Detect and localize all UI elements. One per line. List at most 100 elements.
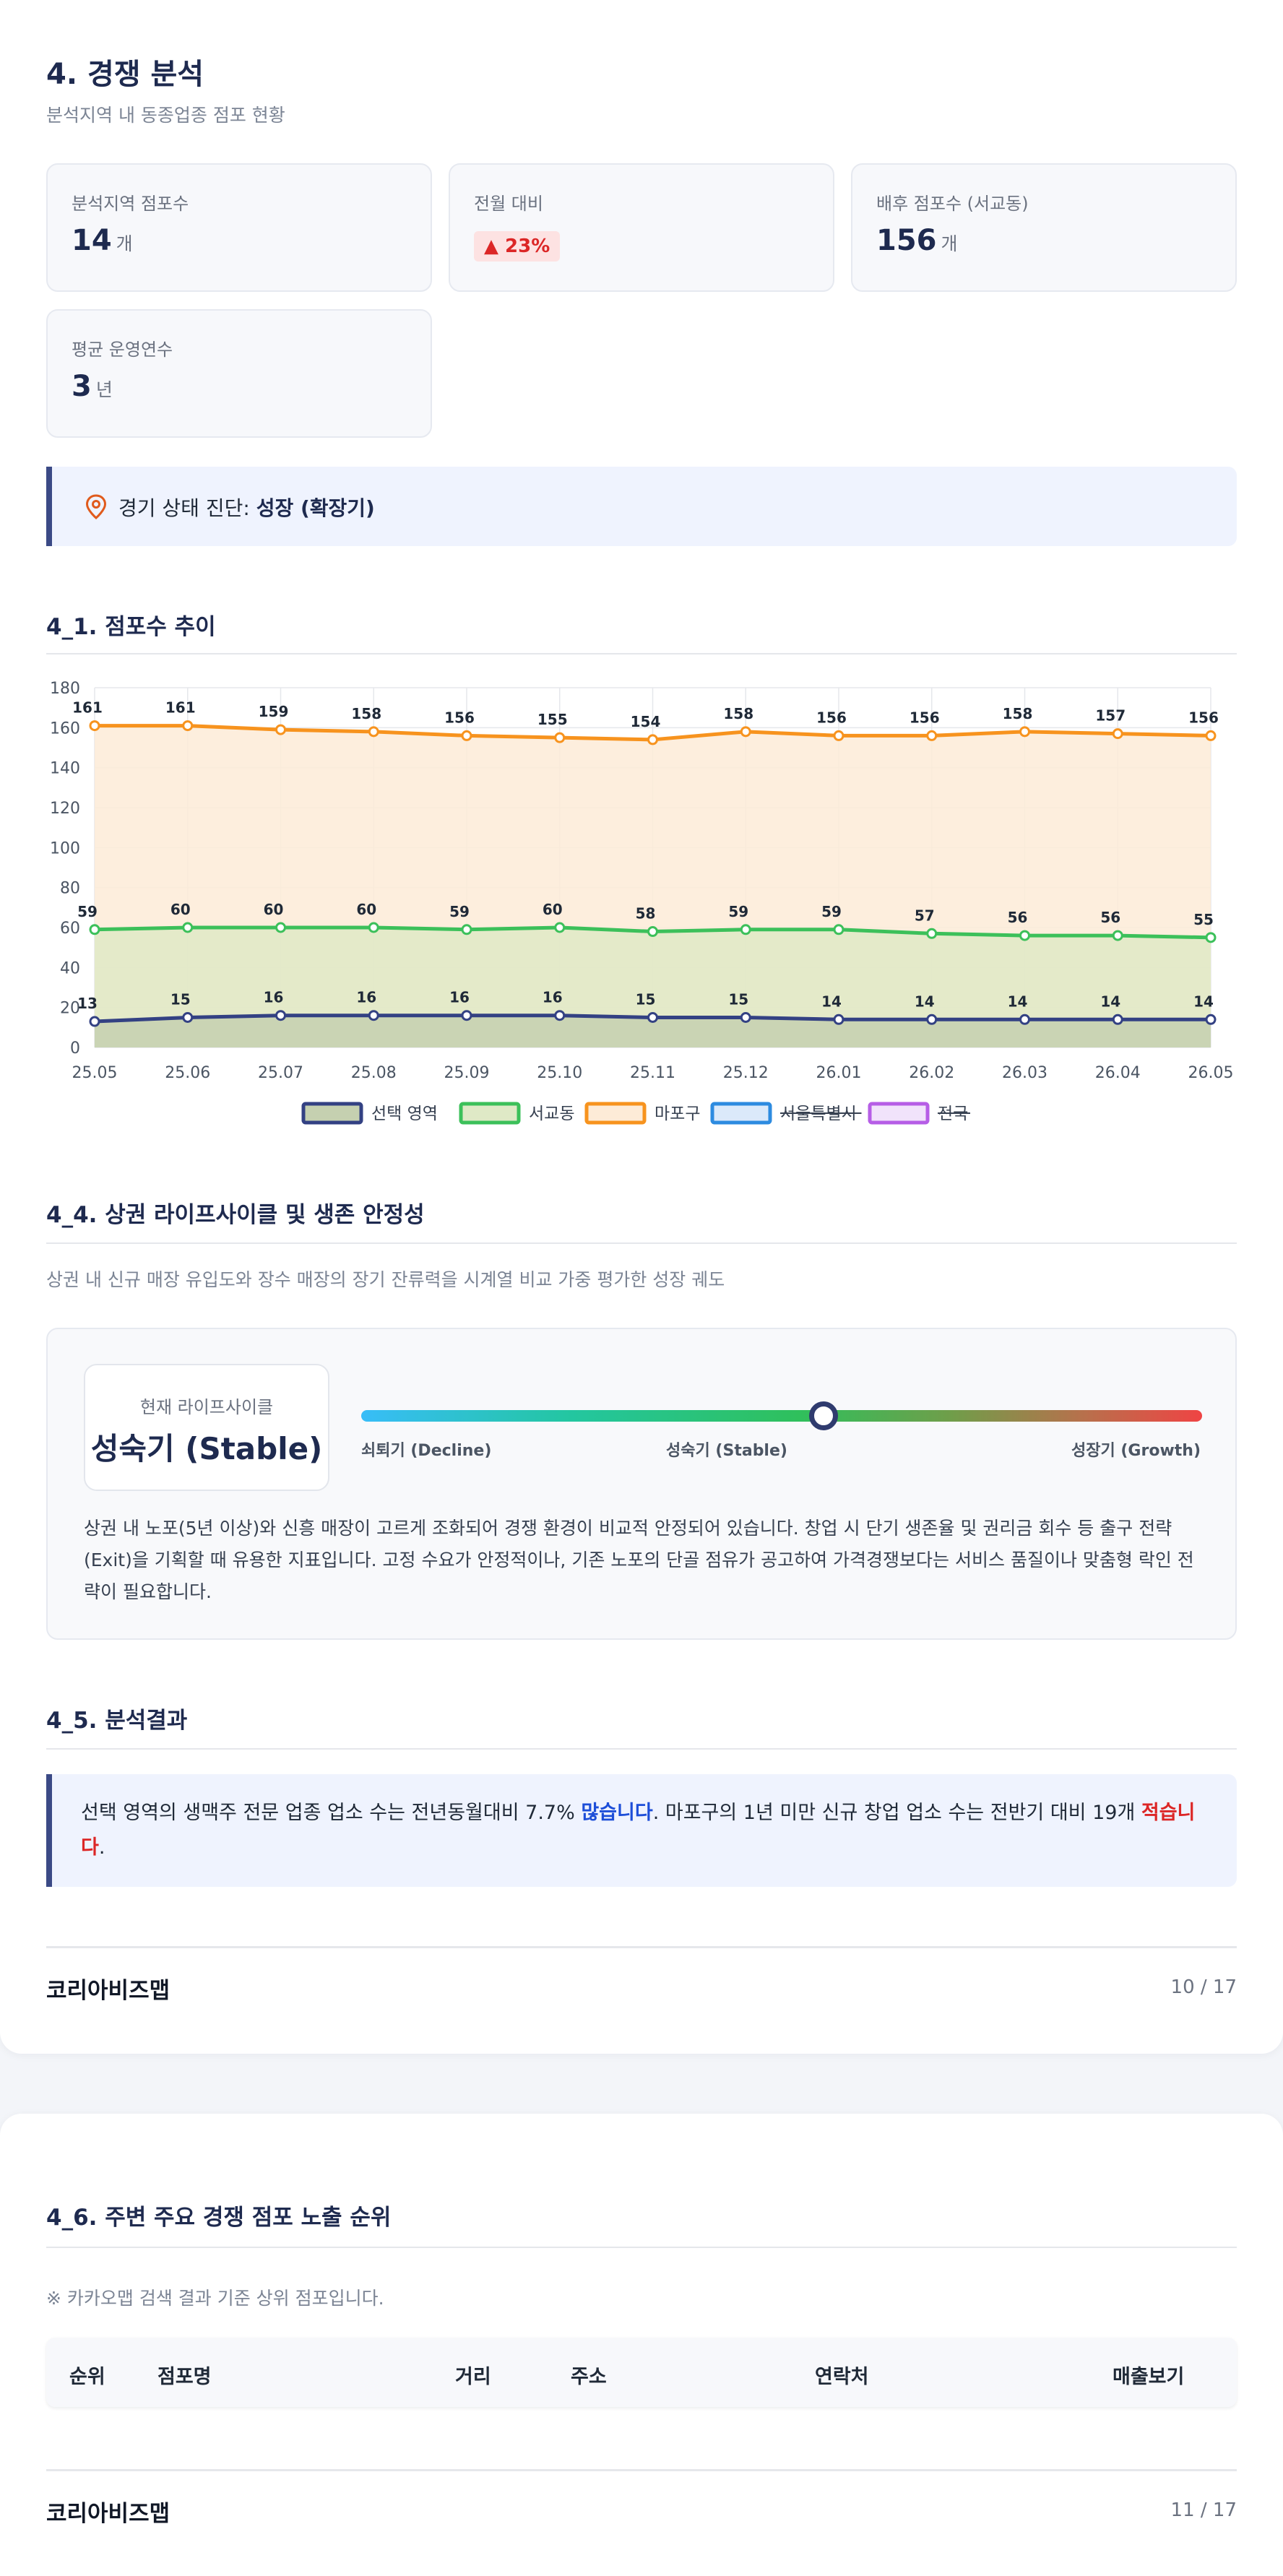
y-tick-label: 180 (50, 680, 80, 698)
y-tick-label: 40 (60, 959, 80, 977)
y-tick-label: 140 (50, 760, 80, 778)
data-point (1019, 930, 1030, 941)
legend-swatch (584, 1102, 647, 1125)
data-point (1205, 932, 1217, 943)
data-point (368, 1010, 379, 1021)
x-tick-label: 26.01 (816, 1064, 862, 1082)
footer-divider (46, 1946, 1237, 1948)
data-label: 161 (165, 699, 196, 717)
report-page-10: 4. 경쟁 분석 분석지역 내 동종업종 점포 현황 분석지역 점포수 14 개 … (0, 0, 1283, 2054)
x-tick-label: 25.07 (258, 1064, 303, 1082)
stat-unit: 년 (95, 379, 113, 400)
data-point (182, 922, 194, 933)
y-tick-label: 100 (50, 839, 80, 857)
data-label: 60 (543, 901, 563, 918)
legend-label: 선택 영역 (371, 1105, 438, 1123)
stat-label: 분석지역 점포수 (72, 194, 189, 214)
stat-value: 14 개 (72, 224, 133, 257)
legend-swatch (459, 1102, 521, 1125)
legend-label: 마포구 (655, 1105, 700, 1123)
x-tick-label: 26.03 (1002, 1064, 1047, 1082)
stat-unit: 개 (941, 233, 958, 254)
data-label: 158 (723, 705, 753, 722)
y-tick-label: 60 (60, 920, 80, 938)
legend-swatch (301, 1102, 363, 1125)
data-label: 14 (1008, 993, 1028, 1010)
x-tick-label: 25.08 (351, 1064, 397, 1082)
data-point (647, 1012, 658, 1023)
legend-swatch (868, 1102, 930, 1125)
data-point (554, 732, 566, 743)
data-point (926, 730, 938, 741)
gauge-label-stable: 성숙기 (Stable) (666, 1442, 787, 1460)
lifecycle-subtitle: 상권 내 신규 매장 유입도와 장수 매장의 장기 잔류력을 시계열 비교 가중… (46, 1269, 725, 1290)
data-label: 156 (816, 709, 847, 726)
data-label: 60 (356, 901, 376, 918)
data-label: 13 (77, 995, 98, 1012)
data-point (1112, 930, 1123, 941)
y-tick-label: 0 (70, 1040, 80, 1058)
stat-number: 14 (72, 224, 112, 257)
data-label: 56 (1100, 909, 1120, 926)
result-highlight-less: 적습니다 (81, 1802, 1196, 1859)
column-sales-view: 매출보기 (1113, 2366, 1185, 2388)
data-label: 15 (728, 991, 748, 1008)
data-label: 155 (537, 711, 568, 728)
lifecycle-gauge-marker (809, 1401, 839, 1430)
result-text-part: . (98, 1836, 105, 1859)
column-address: 주소 (571, 2366, 607, 2388)
data-label: 156 (444, 709, 475, 726)
x-tick-label: 25.09 (444, 1064, 490, 1082)
data-point (926, 1013, 938, 1025)
data-label: 161 (72, 699, 103, 717)
result-text: 선택 영역의 생맥주 전문 업종 업소 수는 전년동월대비 7.7% 많습니다.… (81, 1796, 1208, 1865)
result-text-part: . 마포구의 1년 미만 신규 창업 업소 수는 전반기 대비 19개 (652, 1802, 1141, 1824)
trend-title: 4_1. 점포수 추이 (46, 614, 216, 640)
data-point (833, 924, 844, 935)
data-label: 158 (351, 705, 381, 722)
ranking-table-header: 순위 점포명 거리 주소 연락처 매출보기 (46, 2338, 1237, 2407)
data-point (182, 1012, 194, 1023)
data-label: 15 (170, 991, 191, 1008)
data-label: 55 (1193, 911, 1214, 928)
gauge-label-growth: 성장기 (Growth) (1071, 1442, 1201, 1460)
data-point (647, 734, 658, 745)
data-label: 16 (356, 989, 376, 1006)
divider (46, 653, 1237, 654)
ranking-note: ※ 카카오맵 검색 결과 기준 상위 점포입니다. (46, 2288, 384, 2309)
section-subtitle: 분석지역 내 동종업종 점포 현황 (46, 105, 285, 126)
data-point (461, 924, 472, 935)
footer-divider (46, 2469, 1237, 2471)
stat-card-mom: 전월 대비 ▲ 23% (449, 163, 834, 292)
data-point (275, 1010, 286, 1021)
column-distance: 거리 (455, 2366, 491, 2388)
legend-label: 서교동 (529, 1105, 574, 1123)
y-tick-label: 120 (50, 800, 80, 818)
data-label: 158 (1003, 705, 1033, 722)
data-point (1205, 1013, 1217, 1025)
x-tick-label: 25.05 (72, 1064, 118, 1082)
data-label: 16 (449, 989, 470, 1006)
data-point (89, 1016, 100, 1027)
data-label: 59 (77, 903, 98, 920)
stat-label: 배후 점포수 (서교동) (876, 194, 1029, 214)
lifecycle-description: 상권 내 노포(5년 이상)와 신흥 매장이 고르게 조화되어 경쟁 환경이 비… (84, 1518, 1194, 1602)
data-point (647, 926, 658, 938)
column-rank: 순위 (69, 2366, 105, 2388)
divider (46, 1748, 1237, 1750)
stat-number: 3 (72, 370, 92, 403)
current-lifecycle-label: 현재 라이프사이클 (139, 1397, 274, 1417)
x-tick-label: 26.02 (909, 1064, 954, 1082)
gauge-label-decline: 쇠퇴기 (Decline) (361, 1442, 492, 1460)
divider (46, 1242, 1237, 1244)
data-label: 58 (636, 905, 656, 922)
result-highlight-more: 많습니다 (581, 1802, 653, 1824)
store-trend-chart: 0 20 40 60 80 100 120 140 160 180 25.05 25.06 25.07 2… (50, 680, 1233, 1125)
change-badge: ▲ 23% (474, 231, 561, 262)
y-tick-label: 160 (50, 719, 80, 738)
data-label: 156 (1188, 709, 1219, 726)
diagnosis-value: 성장 (확장기) (256, 496, 375, 520)
data-point (740, 924, 751, 935)
ranking-title: 4_6. 주변 주요 경쟁 점포 노출 순위 (46, 2205, 392, 2231)
result-title: 4_5. 분석결과 (46, 1708, 188, 1734)
